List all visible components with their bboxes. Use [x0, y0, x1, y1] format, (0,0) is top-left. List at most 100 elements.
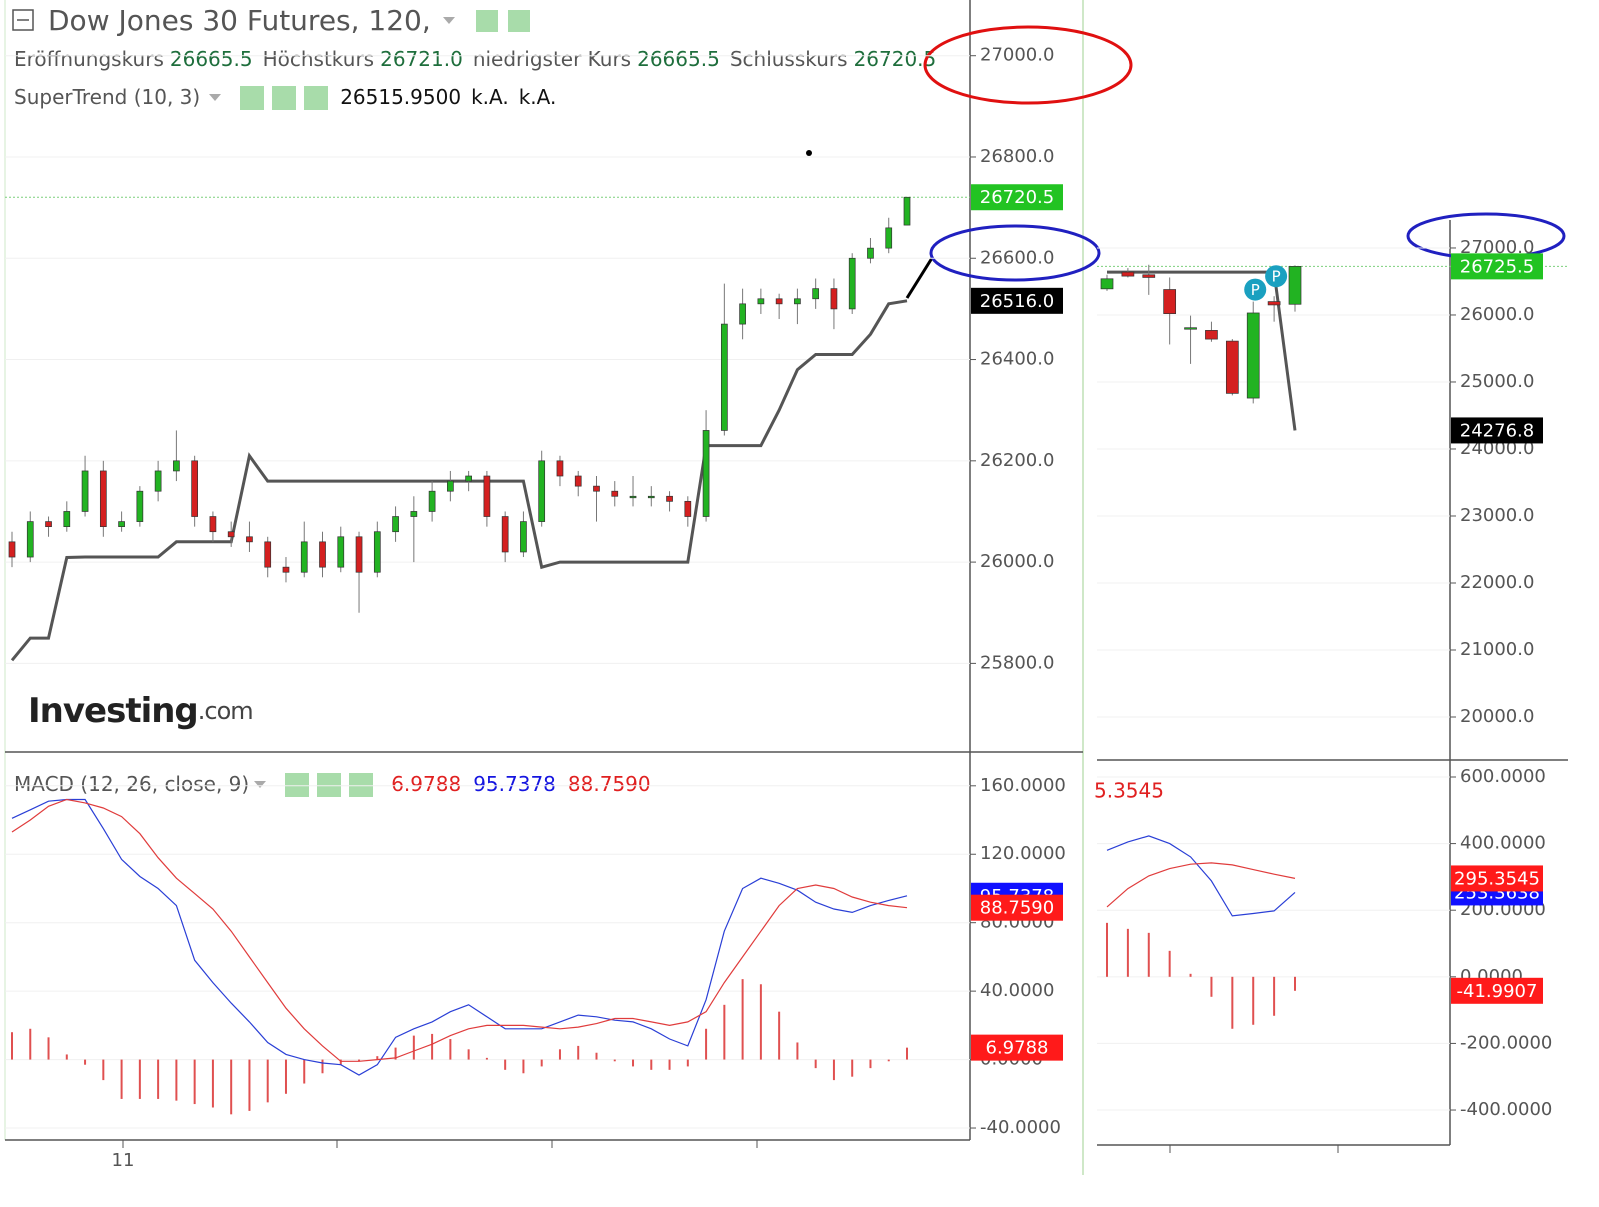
candle-body — [319, 541, 326, 568]
y-tick-label: 26000.0 — [1460, 304, 1534, 325]
candle-body — [812, 288, 820, 300]
legend-value: 6.9788 — [391, 772, 461, 796]
ohlc-legend: Eröffnungskurs 26665.5 Höchstkurs 26721.0 ni… — [14, 47, 936, 71]
candle-body — [154, 470, 162, 492]
price-badge — [1451, 865, 1543, 892]
y-tick-label: 26000.0 — [980, 551, 1054, 572]
macd-legend-value: 5.3545 — [1094, 779, 1164, 803]
candle-body — [720, 323, 728, 431]
candle-body — [45, 521, 52, 528]
y-tick-label: 21000.0 — [1460, 639, 1534, 660]
title: Dow Jones 30 Futures, 120, — [48, 4, 431, 37]
y-tick-label: 27000.0 — [1460, 237, 1534, 258]
marker-label: P — [1272, 268, 1281, 286]
price-badge — [1451, 417, 1543, 444]
candle-body — [520, 521, 527, 553]
candle-body — [1142, 274, 1156, 278]
price-badge-label: 6.9788 — [986, 1038, 1049, 1059]
indicator-name: SuperTrend (10, 3) — [14, 85, 200, 109]
legend-label: niedrigster Kurs — [473, 47, 631, 71]
candle-body — [246, 536, 253, 543]
legend-value: 26720.5 — [854, 47, 937, 71]
candle-body — [99, 470, 107, 528]
legend-value: 26665.5 — [170, 47, 253, 71]
candle-body — [136, 490, 144, 522]
candle-body — [848, 257, 856, 310]
marker-label: P — [1251, 281, 1260, 299]
x-tick-label: 11 — [112, 1150, 135, 1171]
y-tick-label: 23000.0 — [1460, 505, 1534, 526]
candle-body — [903, 196, 911, 226]
candle-body — [538, 460, 546, 522]
candle-body — [757, 298, 765, 305]
candle-body — [556, 460, 564, 477]
indicator-legend: SuperTrend (10, 3) 26515.9500 k.A. k.A. — [14, 85, 556, 109]
candle-body — [1225, 340, 1239, 394]
y-tick-label: 25800.0 — [980, 652, 1054, 673]
y-tick-label: 120.0000 — [980, 843, 1066, 864]
marker — [1244, 278, 1267, 301]
legend-value: 95.7378 — [473, 772, 556, 796]
y-tick-label: 25000.0 — [1460, 371, 1534, 392]
candle-body — [1288, 266, 1302, 305]
price-badge-label: 26516.0 — [980, 291, 1054, 312]
candle-body — [8, 541, 16, 558]
candle-body — [355, 536, 363, 573]
candle-body — [739, 303, 746, 325]
candle-body — [647, 495, 655, 499]
logo: Investing.com — [28, 691, 253, 731]
price-badge-label: 26720.5 — [980, 187, 1054, 208]
legend-value: 26721.0 — [380, 47, 463, 71]
macd-legend: MACD (12, 26, close, 9) 6.9788 95.7378 88.7… — [14, 772, 651, 796]
macd-name: MACD (12, 26, close, 9) — [14, 772, 249, 796]
candle-body — [410, 511, 418, 517]
candle-body — [1267, 301, 1281, 306]
candle-body — [830, 288, 838, 310]
candle-body — [1163, 289, 1177, 314]
candle-body — [282, 566, 290, 573]
candle-body — [574, 475, 582, 487]
candle-body — [191, 460, 199, 517]
candle-body — [337, 536, 345, 568]
price-badge — [1451, 977, 1543, 1004]
price-badge — [971, 287, 1063, 314]
line-series — [10, 299, 908, 662]
y-tick-label: 400.0000 — [1460, 833, 1546, 854]
candle-body — [684, 500, 692, 517]
candle-body — [465, 475, 472, 482]
price-badge-label: 88.7590 — [980, 898, 1054, 919]
candle-body — [227, 531, 235, 538]
marker — [1265, 265, 1288, 288]
line-series — [11, 798, 908, 1076]
candle-body — [867, 247, 874, 259]
y-tick-label: 26400.0 — [980, 349, 1054, 370]
candle-body — [483, 475, 491, 517]
annotations — [923, 25, 1566, 282]
candle-body — [1205, 330, 1218, 340]
y-tick-label: 40.0000 — [980, 980, 1054, 1001]
candle-body — [611, 490, 619, 497]
price-badge — [971, 184, 1063, 211]
legend-value: k.A. — [471, 85, 509, 109]
candle-body — [501, 516, 509, 553]
candle-body — [26, 521, 34, 558]
frame — [4, 0, 1568, 1175]
y-tick-label: 600.0000 — [1460, 766, 1546, 787]
legend-label: Eröffnungskurs — [14, 47, 164, 71]
y-tick-label: 160.0000 — [980, 775, 1066, 796]
price-badge-label: 26725.5 — [1460, 256, 1534, 277]
legend-value: k.A. — [519, 85, 557, 109]
y-tick-label: 22000.0 — [1460, 572, 1534, 593]
line-series — [11, 798, 908, 1062]
candle-body — [392, 516, 399, 533]
legend-label: Höchstkurs — [263, 47, 375, 71]
y-tick-label: 27000.0 — [980, 45, 1054, 66]
y-tick-label: -200.0000 — [1460, 1032, 1552, 1053]
candle-body — [666, 495, 673, 502]
candle-body — [794, 298, 801, 305]
candle-body — [629, 495, 637, 499]
legend-label: Schlusskurs — [730, 47, 848, 71]
candle-body — [373, 531, 381, 573]
logo-suffix: .com — [198, 697, 253, 725]
